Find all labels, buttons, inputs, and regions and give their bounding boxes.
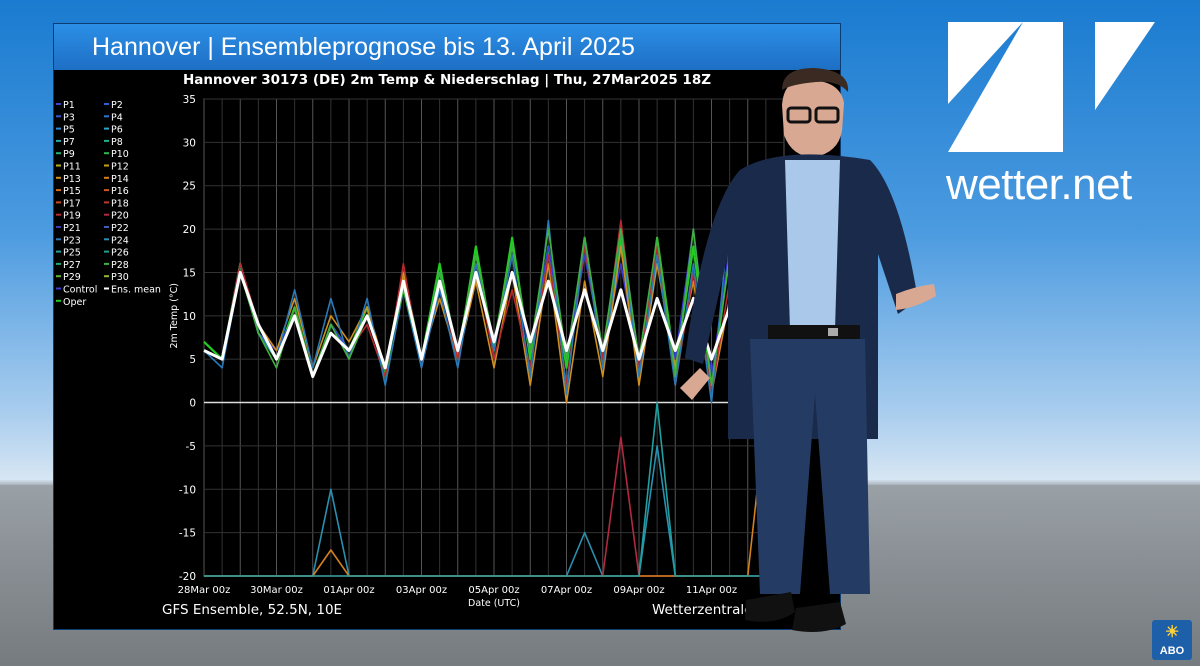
legend-label: P18 (111, 198, 129, 209)
footer-source: Wetterzentrale (652, 602, 753, 618)
legend-label: P4 (111, 112, 123, 123)
abo-label: ABO (1159, 645, 1185, 657)
legend-label: P5 (63, 125, 75, 136)
sun-cloud-icon: ☀ (1165, 624, 1180, 641)
legend-label: P9 (63, 149, 75, 160)
legend-label: P12 (111, 162, 129, 173)
legend-label: P20 (111, 211, 129, 222)
x-axis-label: Date (UTC) (468, 598, 520, 609)
x-tick-label: 05Apr 00z (468, 585, 519, 596)
y-tick-label: -20 (179, 571, 196, 583)
y-tick-label: 10 (183, 311, 196, 323)
y-tick-label: -10 (179, 484, 196, 496)
legend-label: P23 (63, 235, 81, 246)
ensemble-chart: 35 30 25 20 15 10 5 0 -5 -10 -15 -20 28Mar 00z 30Mar … (56, 94, 786, 609)
legend-label: P24 (111, 235, 129, 246)
legend-label: P13 (63, 174, 81, 185)
y-tick-label: 35 (183, 94, 196, 106)
y-tick-label: 25 (183, 181, 196, 193)
x-tick-label: 01Apr 00z (323, 585, 374, 596)
legend-label: P28 (111, 260, 129, 271)
y-tick-label: 0 (189, 398, 196, 410)
logo-text: wetter.net (946, 160, 1132, 209)
abo-badge[interactable]: ☀ ABO (1152, 620, 1192, 660)
legend-label: P16 (111, 186, 129, 197)
legend-label: P3 (63, 112, 75, 123)
legend-label: P27 (63, 260, 81, 271)
legend-label: P7 (63, 137, 75, 148)
legend-label: P17 (63, 198, 81, 209)
legend-label: Oper (63, 297, 86, 308)
wetter-net-logo-icon (948, 22, 1155, 152)
legend-label: P19 (63, 211, 81, 222)
footer-model: GFS Ensemble, 52.5N, 10E (162, 602, 343, 618)
legend-label: Control (63, 285, 97, 296)
legend-label: P26 (111, 248, 129, 259)
x-tick-label: 09Apr 00z (613, 585, 664, 596)
series-line-niederschlag-p25 (204, 401, 784, 577)
legend-label: P14 (111, 174, 129, 185)
x-tick-label: 07Apr 00z (541, 585, 592, 596)
legend-label: P11 (63, 162, 81, 173)
series-line-p23 (203, 210, 785, 404)
legend-label: P6 (111, 125, 123, 136)
presenter-figure (680, 68, 936, 632)
legend-label: P22 (111, 223, 129, 234)
legend-label: Ens. mean (111, 285, 161, 296)
y-tick-label: -15 (179, 528, 196, 540)
x-tick-label: 03Apr 00z (396, 585, 447, 596)
y-tick-label: 15 (183, 267, 196, 279)
legend-label: P8 (111, 137, 123, 148)
y-tick-label: 20 (183, 224, 196, 236)
legend-label: P30 (111, 272, 129, 283)
board-header-title: Hannover | Ensembleprognose bis 13. Apri… (54, 24, 840, 70)
y-tick-label: 5 (189, 354, 196, 366)
legend-label: P10 (111, 149, 129, 160)
series-line-ens-mean (203, 270, 786, 379)
legend-label: P2 (111, 100, 123, 111)
legend-label: P25 (63, 248, 81, 259)
x-tick-label: 11Apr 00z (686, 585, 737, 596)
x-tick-label: 28Mar 00z (178, 585, 231, 596)
legend-label: P21 (63, 223, 81, 234)
x-tick-label: 30Mar 00z (250, 585, 303, 596)
legend-label: P29 (63, 272, 81, 283)
legend-label: P1 (63, 100, 75, 111)
y-axis-label: 2m Temp (°C) (169, 283, 180, 348)
chart-title: Hannover 30173 (DE) 2m Temp & Niederschl… (182, 72, 712, 88)
legend-label: P15 (63, 186, 81, 197)
y-tick-label: 30 (183, 137, 196, 149)
y-tick-label: -5 (186, 441, 196, 453)
